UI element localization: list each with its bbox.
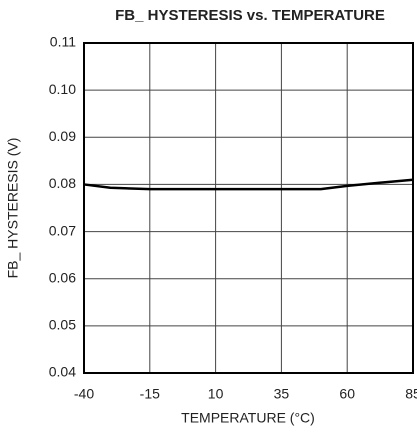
y-tick-label: 0.08: [49, 175, 76, 191]
y-tick-label: 0.10: [49, 81, 76, 97]
y-tick-label: 0.06: [49, 269, 76, 285]
y-tick-label: 0.07: [49, 222, 76, 238]
x-tick-label: 85: [405, 386, 417, 402]
x-tick-label: 10: [208, 386, 224, 402]
y-tick-label: 0.11: [50, 34, 76, 50]
x-tick-label: 35: [274, 386, 290, 402]
y-tick-label: 0.09: [49, 128, 76, 144]
x-tick-label: -40: [74, 386, 94, 402]
x-axis-label: TEMPERATURE (°C): [181, 410, 315, 426]
y-axis-label: FB_ HYSTERESIS (V): [5, 138, 21, 279]
x-tick-label: -15: [140, 386, 160, 402]
chart-title: FB_ HYSTERESIS vs. TEMPERATURE: [115, 7, 385, 24]
y-tick-label: 0.04: [49, 364, 76, 380]
plot-frame: [83, 42, 414, 374]
y-tick-label: 0.05: [49, 317, 76, 333]
x-tick-label: 60: [339, 386, 355, 402]
data-line: [83, 178, 414, 191]
